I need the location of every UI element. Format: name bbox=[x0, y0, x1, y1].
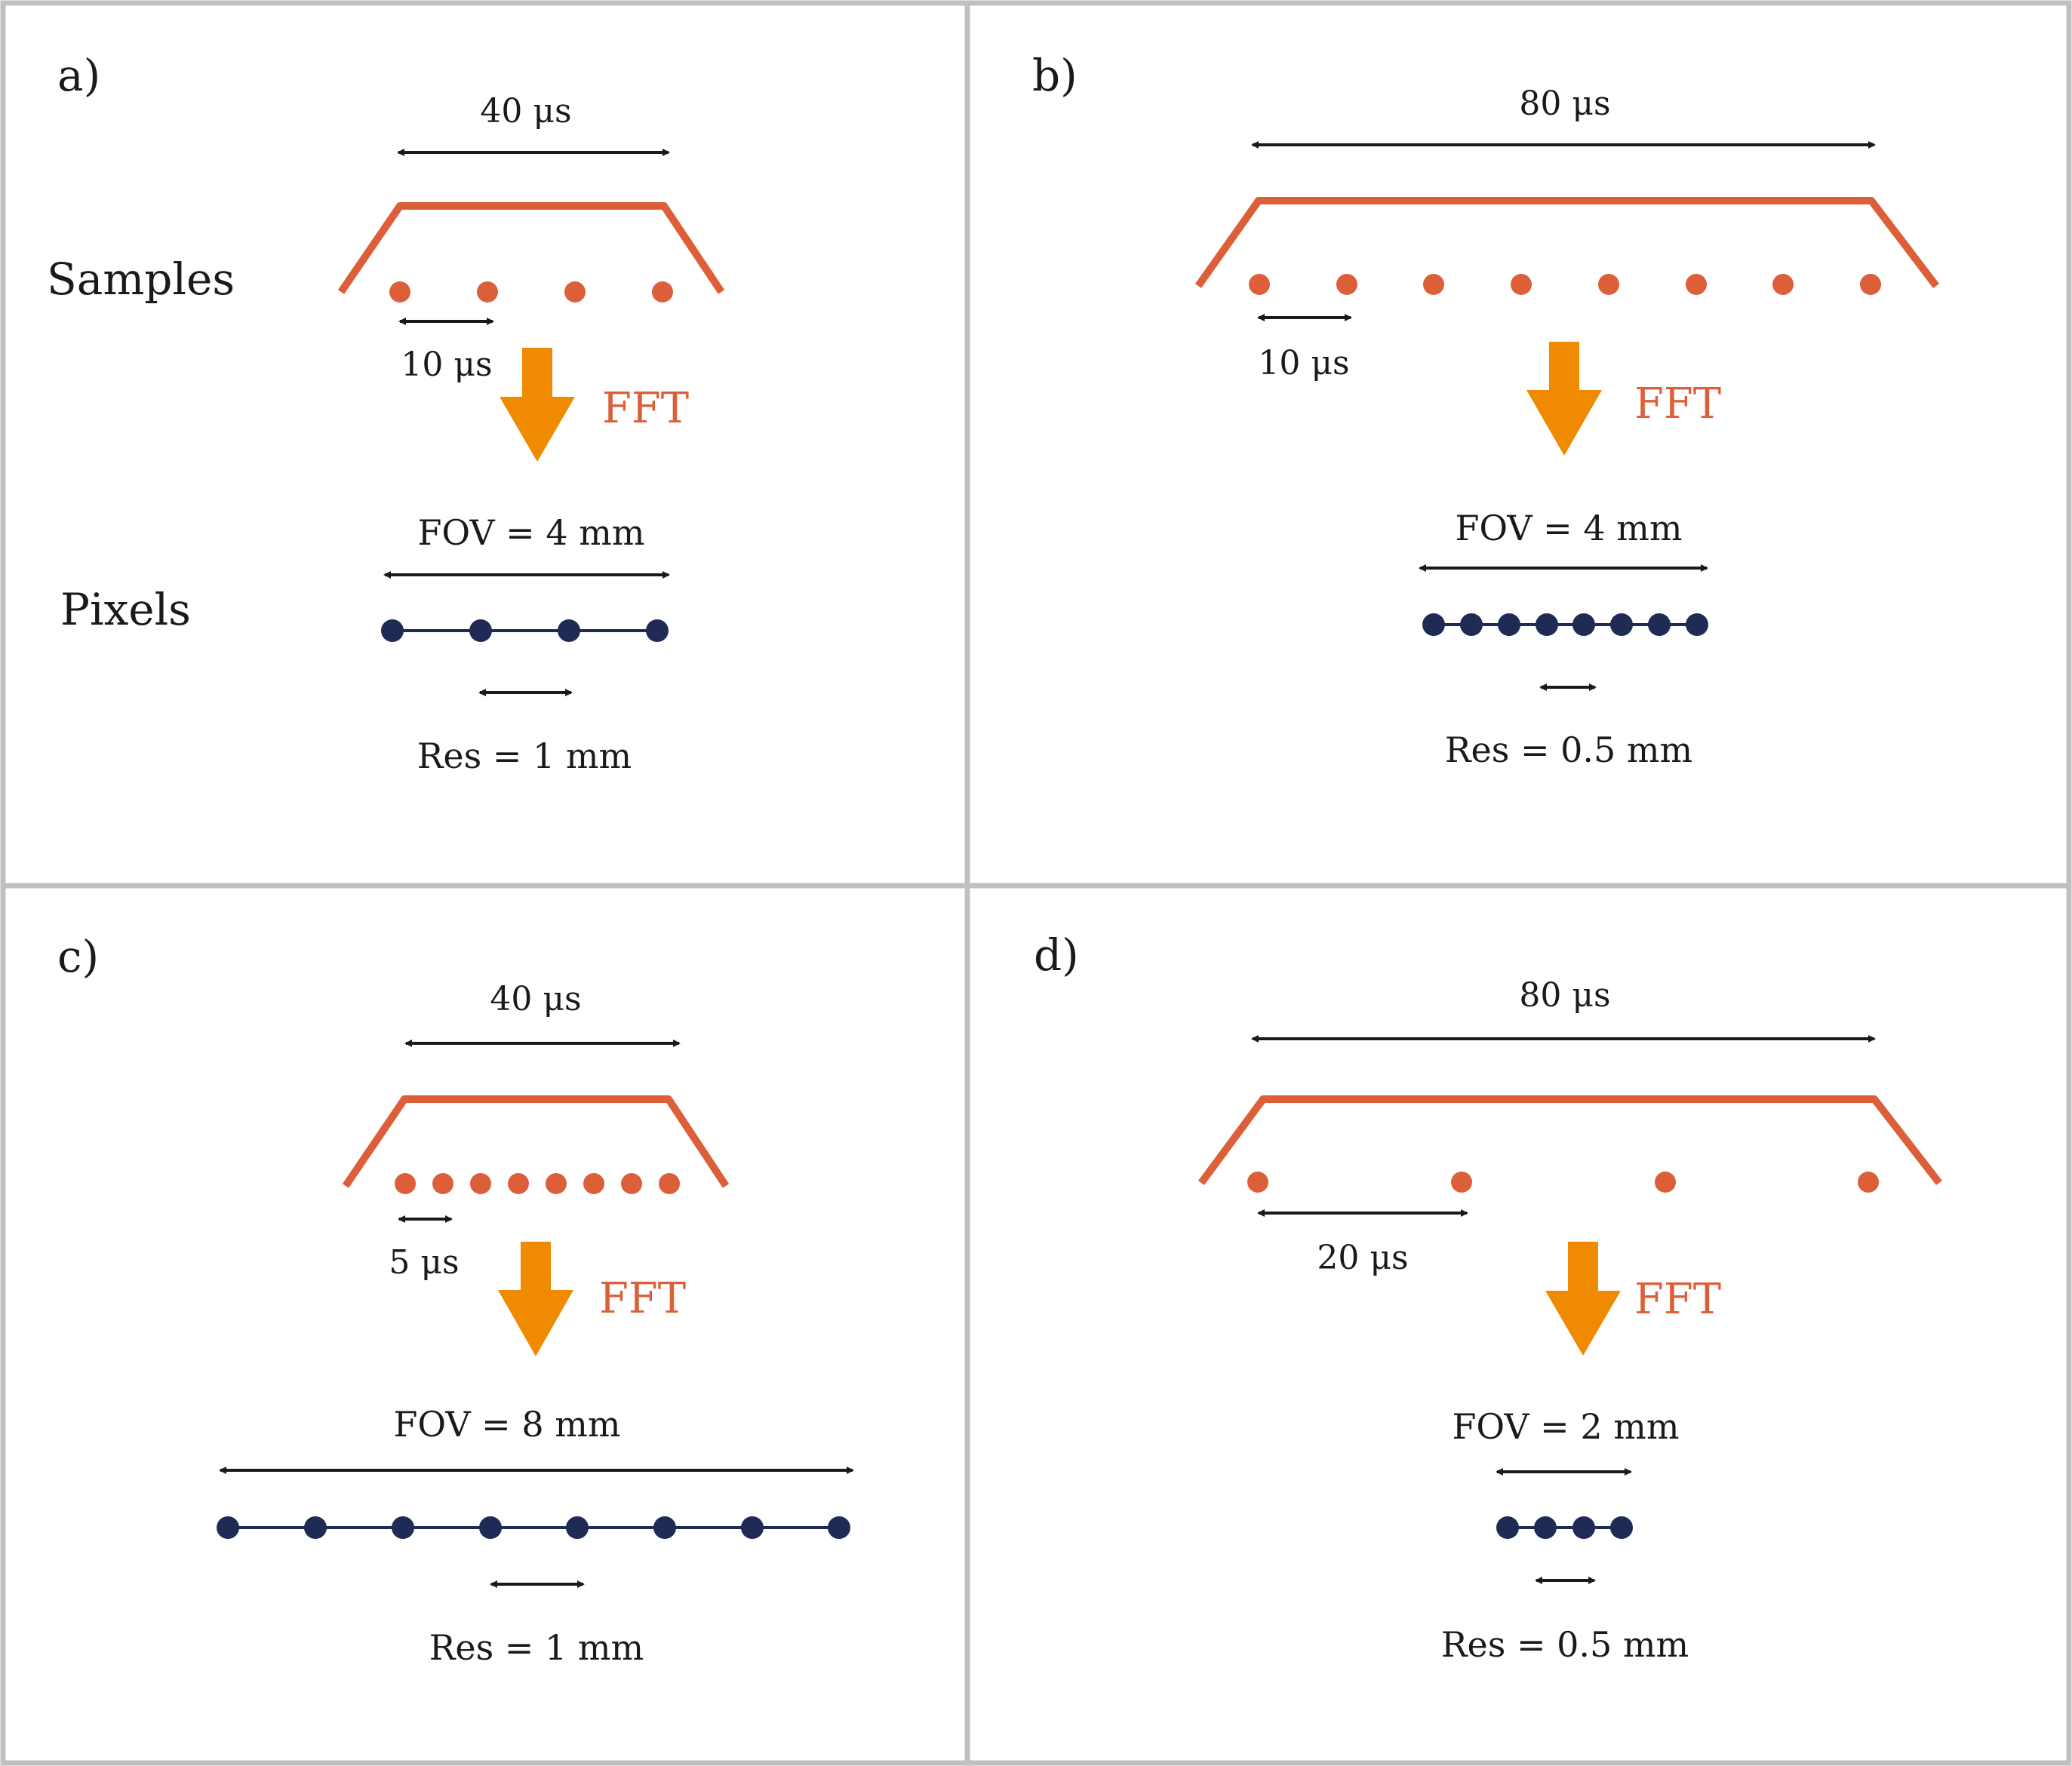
sample-dot bbox=[1655, 1172, 1676, 1193]
sample-dot bbox=[1598, 274, 1619, 295]
resolution-label: Res = 0.5 mm bbox=[1441, 1624, 1689, 1665]
panel-a: a) 40 μs 10 μs FFT FOV = 4 mm Res = 1 mm bbox=[57, 50, 725, 776]
sample-spacing-label: 5 μs bbox=[389, 1243, 459, 1282]
readout-duration-label: 80 μs bbox=[1519, 976, 1610, 1015]
sample-dot bbox=[1247, 1172, 1268, 1193]
panel-frame-d bbox=[964, 883, 2072, 1766]
resolution-label: Res = 1 mm bbox=[429, 1627, 644, 1668]
readout-trace bbox=[1194, 197, 1939, 289]
readout-duration-label: 80 μs bbox=[1519, 84, 1610, 123]
pixel-dot bbox=[1496, 1516, 1519, 1539]
pixel-dot bbox=[1610, 613, 1633, 636]
resolution-label: Res = 1 mm bbox=[417, 736, 632, 776]
sample-dot bbox=[395, 1173, 416, 1194]
sample-dot bbox=[1860, 274, 1881, 295]
pixel-dot bbox=[1536, 613, 1558, 636]
pixel-dot bbox=[828, 1516, 850, 1539]
pixel-dot bbox=[479, 1516, 502, 1539]
sample-dot bbox=[1511, 274, 1532, 295]
pixel-dot bbox=[469, 619, 492, 642]
readout-trace bbox=[337, 202, 725, 294]
pixel-dot bbox=[1686, 613, 1708, 636]
sample-dot bbox=[1686, 274, 1707, 295]
fov-label: FOV = 4 mm bbox=[1456, 508, 1683, 548]
pixel-dot bbox=[566, 1516, 589, 1539]
sample-dot bbox=[1423, 274, 1444, 295]
pixel-dot bbox=[217, 1516, 239, 1539]
sample-dot bbox=[659, 1173, 680, 1194]
fov-label: FOV = 4 mm bbox=[418, 512, 645, 553]
sample-dot bbox=[1451, 1172, 1472, 1193]
pixel-dot bbox=[653, 1516, 676, 1539]
pixel-dot bbox=[304, 1516, 327, 1539]
fft-arrow bbox=[1526, 342, 1602, 456]
fft-arrow bbox=[1545, 1242, 1621, 1356]
pixel-dot bbox=[392, 1516, 414, 1539]
fft-label: FFT bbox=[599, 1274, 686, 1323]
pixel-dot bbox=[1610, 1516, 1633, 1539]
pixel-dot bbox=[1572, 613, 1595, 636]
readout-duration-label: 40 μs bbox=[490, 980, 581, 1018]
pixel-dot bbox=[1422, 613, 1445, 636]
readout-trace bbox=[342, 1095, 730, 1188]
fft-label: FFT bbox=[602, 384, 689, 433]
readout-duration-label: 40 μs bbox=[480, 92, 571, 131]
panel-label: c) bbox=[57, 931, 99, 982]
sample-dot bbox=[564, 281, 586, 303]
sample-dot bbox=[389, 281, 410, 303]
samples-row-label: Samples bbox=[47, 253, 235, 305]
sample-dot bbox=[652, 281, 673, 303]
panel-c: c) 40 μs 5 μs FFT FOV = 8 mm Res = 1 mm bbox=[57, 931, 854, 1668]
panel-label: d) bbox=[1034, 929, 1079, 981]
sample-spacing-label: 10 μs bbox=[1258, 344, 1349, 382]
pixel-dot bbox=[381, 619, 404, 642]
pixel-dot bbox=[1534, 1516, 1557, 1539]
fov-label: FOV = 2 mm bbox=[1453, 1406, 1680, 1447]
panel-label: b) bbox=[1032, 50, 1078, 101]
fft-arrow bbox=[500, 348, 575, 462]
pixel-dot bbox=[1572, 1516, 1595, 1539]
sample-dot bbox=[583, 1173, 604, 1194]
sample-dot bbox=[477, 281, 498, 303]
panel-b: b) 80 μs 10 μs FFT FOV = 4 mm Res = 0.5 … bbox=[1032, 50, 1939, 770]
resolution-label: Res = 0.5 mm bbox=[1445, 729, 1692, 770]
pixel-dot bbox=[646, 619, 669, 642]
sample-spacing-label: 10 μs bbox=[401, 346, 492, 384]
sample-dot bbox=[508, 1173, 529, 1194]
readout-trace bbox=[1197, 1095, 1942, 1186]
sample-dot bbox=[432, 1173, 453, 1194]
sample-dot bbox=[1249, 274, 1270, 295]
sample-dot bbox=[1772, 274, 1794, 295]
panel-label: a) bbox=[57, 50, 100, 101]
sample-dot bbox=[1858, 1172, 1879, 1193]
sample-dot bbox=[546, 1173, 567, 1194]
panel-d: d) 80 μs 20 μs FFT FOV = 2 mm Res = 0.5 … bbox=[1034, 929, 1942, 1665]
sample-dot bbox=[1336, 274, 1357, 295]
pixel-dot bbox=[741, 1516, 764, 1539]
fft-label: FFT bbox=[1634, 379, 1721, 428]
pixel-dot bbox=[1460, 613, 1483, 636]
sample-dot bbox=[621, 1173, 642, 1194]
fov-label: FOV = 8 mm bbox=[394, 1404, 621, 1445]
fft-label: FFT bbox=[1634, 1275, 1721, 1324]
pixel-dot bbox=[558, 619, 580, 642]
pixel-dot bbox=[1498, 613, 1520, 636]
fft-arrow bbox=[498, 1242, 573, 1356]
sample-spacing-label: 20 μs bbox=[1317, 1239, 1408, 1277]
pixel-dot bbox=[1648, 613, 1671, 636]
sample-dot bbox=[470, 1173, 491, 1194]
pixels-row-label: Pixels bbox=[60, 584, 191, 635]
